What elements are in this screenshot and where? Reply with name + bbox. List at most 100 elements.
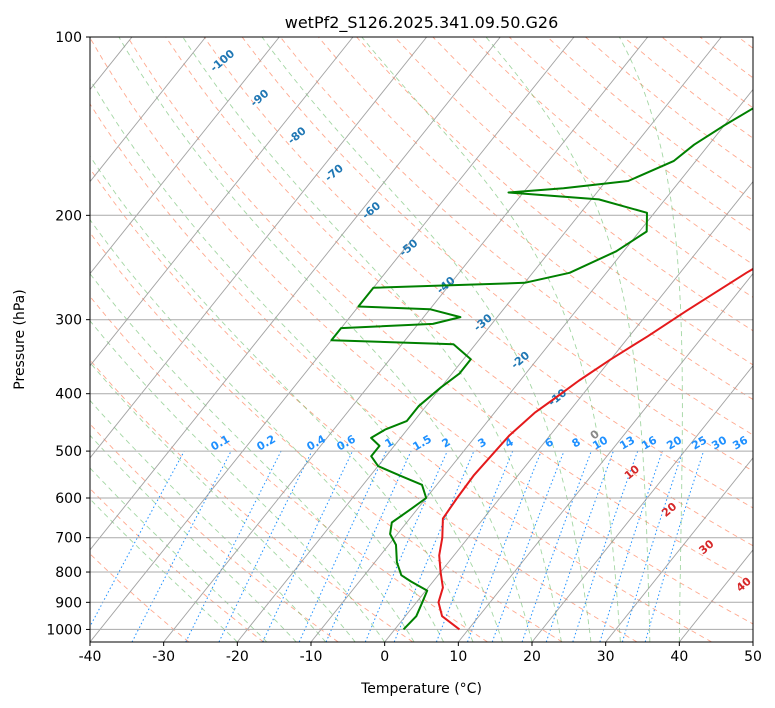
moist-adiabat-line (182, 37, 562, 642)
y-tick-label: 400 (55, 387, 82, 403)
isotherm-label: -70 (322, 161, 346, 184)
moist-adiabat-line (90, 78, 503, 642)
plot-frame (89, 36, 754, 643)
isotherm-line (310, 88, 753, 642)
y-tick-label: 1000 (46, 622, 82, 638)
dry-adiabat-line (203, 37, 753, 509)
mixing-ratio-line (90, 450, 185, 628)
isotherm-label: 40 (734, 574, 754, 594)
mixing-ratio-line (262, 450, 353, 642)
dry-adiabat-line (432, 37, 753, 298)
isotherm-label: -90 (248, 87, 272, 110)
mixing-ratio-label: 25 (689, 434, 709, 453)
dry-adiabat-line (547, 37, 753, 201)
dry-adiabat-line (90, 231, 563, 642)
moist-adiabat-line (261, 37, 592, 642)
mixing-ratio-label: 0.1 (209, 432, 232, 453)
mixing-ratio-line (599, 450, 663, 642)
chart-title: wetPf2_S126.2025.341.09.50.G26 (285, 13, 559, 33)
mixing-ratio-line (491, 450, 565, 642)
dewpoint-profile (330, 107, 753, 631)
isotherm-label: 20 (659, 500, 679, 520)
dry-adiabat-line (394, 37, 753, 332)
moist-adiabat-line (90, 155, 474, 642)
mixing-ratio-label: 2 (440, 435, 453, 450)
mixing-ratio-label: 0.2 (255, 432, 278, 453)
isotherm-label: 10 (622, 462, 642, 482)
mixing-ratio-label: 20 (664, 433, 684, 452)
y-tick-label: 800 (55, 565, 82, 581)
isotherm-line (90, 37, 428, 459)
isotherm-line (531, 365, 753, 642)
moist-adiabat-line (485, 37, 651, 642)
isotherm-label: -80 (285, 124, 309, 147)
dry-adiabat-line (318, 37, 753, 400)
isotherm-label: -50 (397, 236, 421, 259)
isotherm-line (236, 37, 722, 642)
axis-ticks: -40 -30 -20 -10 0 10 20 30 40 5010020030040050060… (46, 30, 762, 665)
x-tick-label: 40 (670, 649, 688, 665)
x-tick-label: 10 (449, 649, 467, 665)
moist-adiabat-line (90, 218, 445, 642)
y-axis-label: Pressure (hPa) (12, 289, 28, 389)
mixing-ratio-line (325, 450, 412, 642)
x-tick-label: 50 (744, 649, 762, 665)
x-tick-label: -20 (226, 649, 249, 665)
series-layer (330, 107, 753, 631)
dry-adiabat-line (90, 37, 753, 625)
dry-adiabat-line (737, 37, 753, 49)
mixing-ratio-label: 1.5 (411, 432, 434, 453)
isotherm-line (90, 37, 280, 275)
isotherm-line (90, 37, 501, 551)
mixing-ratio-label: 4 (503, 435, 516, 450)
isotherm-label: -20 (509, 349, 533, 372)
dry-adiabat-line (90, 553, 190, 642)
isotherm-line (752, 641, 753, 642)
isotherm-label: -30 (471, 311, 495, 334)
isotherm-line (457, 272, 753, 642)
y-tick-label: 600 (55, 491, 82, 507)
mixing-ratio-line (218, 450, 313, 642)
x-tick-label: 0 (380, 649, 389, 665)
mixing-ratio-label: 30 (709, 433, 729, 452)
moist-adiabat-line (90, 434, 297, 642)
y-tick-label: 100 (55, 30, 82, 46)
isotherm-label: -100 (208, 47, 238, 75)
dry-adiabat-line (90, 295, 488, 642)
isotherm-line (90, 37, 207, 183)
isotherm-line (678, 549, 753, 642)
mixing-ratio-line (572, 450, 639, 642)
moist-adiabat-line (90, 320, 386, 642)
dry-adiabat-line (165, 37, 753, 547)
moist-adiabat-line (90, 498, 238, 642)
x-tick-label: 30 (597, 649, 615, 665)
dry-adiabat-line (356, 37, 753, 366)
mixing-ratio-label: 6 (543, 435, 556, 450)
mixing-ratio-label: 8 (570, 435, 583, 450)
isotherm-label: -60 (360, 199, 384, 222)
dry-adiabat-line (127, 37, 753, 585)
y-tick-label: 300 (55, 313, 82, 329)
dry-adiabat-line (90, 167, 638, 642)
dry-adiabat-line (90, 487, 264, 642)
mixing-ratio-line (644, 450, 705, 642)
moist-adiabat-line (361, 37, 621, 642)
mixing-ratio-label: 1 (383, 435, 396, 450)
mixing-ratio-line (621, 450, 684, 642)
mixing-ratio-line (435, 450, 514, 642)
mixing-ratio-line (545, 450, 614, 642)
mixing-ratio-label: 36 (730, 433, 750, 452)
mixing-ratio-label: 0.4 (305, 432, 329, 453)
mixing-ratio-line (467, 450, 542, 642)
moist-adiabat-line (90, 361, 356, 642)
dry-adiabat-line (470, 37, 753, 266)
x-tick-label: -10 (300, 649, 323, 665)
x-axis-label: Temperature (°C) (360, 681, 482, 697)
moist-adiabat-line (118, 37, 533, 642)
mixing-ratio-line (393, 450, 475, 642)
y-tick-label: 900 (55, 595, 82, 611)
dry-adiabat-line (90, 423, 339, 642)
mixing-ratio-line (364, 450, 448, 642)
isotherm-line (384, 180, 753, 642)
